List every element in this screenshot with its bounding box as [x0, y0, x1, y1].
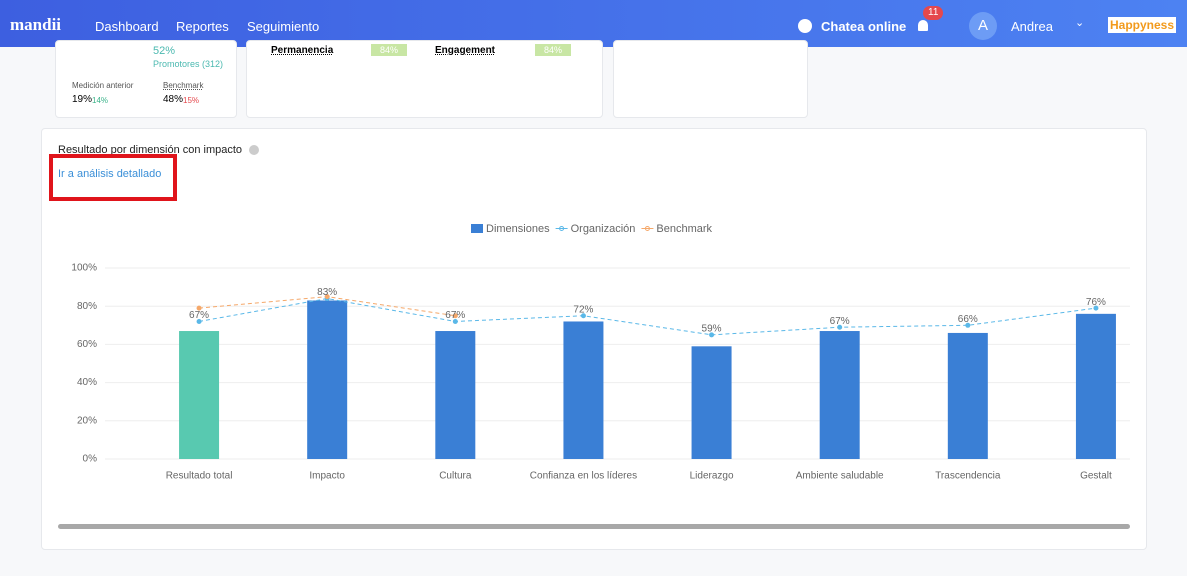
- x-tick-label: Confianza en los líderes: [530, 471, 637, 482]
- chat-icon: [798, 19, 812, 33]
- legend-label: Organización: [571, 223, 636, 235]
- legend-label: Dimensiones: [486, 223, 550, 235]
- promoters: Promotores (312): [153, 59, 224, 69]
- point: [196, 318, 202, 324]
- benchmark-value: 48%: [163, 94, 184, 105]
- previous-value: 19%: [72, 94, 93, 105]
- legend-swatch: [471, 224, 483, 233]
- legend-swatch: [559, 226, 565, 231]
- data-label: 76%: [1086, 297, 1106, 308]
- x-tick-label: Impacto: [309, 471, 345, 482]
- detail-link[interactable]: Ir a análisis detallado: [58, 168, 162, 180]
- legend-swatch: [644, 226, 650, 231]
- bar: [307, 300, 348, 459]
- avatar[interactable]: A: [969, 12, 997, 40]
- y-tick-label: 40%: [77, 377, 97, 388]
- chat-button[interactable]: Chatea online: [821, 19, 907, 34]
- metric-name: Permanencia: [271, 45, 334, 56]
- dropdown-caret[interactable]: ⌄: [1075, 17, 1085, 29]
- point: [580, 313, 586, 319]
- point: [837, 324, 843, 330]
- logo[interactable]: mandii: [10, 15, 62, 34]
- legend-label: Benchmark: [656, 223, 712, 235]
- user-name[interactable]: Andrea: [1011, 19, 1053, 34]
- point: [196, 305, 202, 311]
- help-icon[interactable]: [249, 145, 259, 155]
- bar: [563, 321, 604, 459]
- metric-value: 84%: [535, 44, 572, 56]
- previous-delta: 14%: [92, 96, 109, 105]
- x-tick-label: Liderazgo: [690, 471, 734, 482]
- bar: [819, 331, 860, 459]
- data-label: 59%: [702, 323, 722, 334]
- x-tick-label: Trascendencia: [935, 471, 1001, 482]
- x-tick-label: Resultado total: [166, 471, 233, 482]
- data-label: 83%: [317, 287, 337, 298]
- benchmark-delta: 15%: [183, 96, 200, 105]
- point: [1093, 305, 1099, 311]
- point: [452, 318, 458, 324]
- notification-badge: 11: [923, 6, 944, 20]
- point: [965, 322, 971, 328]
- y-tick-label: 20%: [77, 415, 97, 426]
- data-label: 72%: [573, 304, 593, 315]
- point: [709, 332, 715, 338]
- data-label: 66%: [958, 314, 978, 325]
- nav-link[interactable]: Reportes: [176, 19, 229, 34]
- data-label: 67%: [445, 310, 465, 321]
- metric-name: Engagement: [435, 45, 496, 56]
- x-tick-label: Cultura: [439, 471, 472, 482]
- previous-label: Medición anterior: [72, 81, 134, 90]
- bell-icon[interactable]: [918, 20, 928, 31]
- card: [613, 40, 808, 118]
- navbar: mandii Dashboard Reportes Seguimiento Ch…: [0, 0, 1187, 47]
- promoters-pct: 52%: [153, 45, 176, 57]
- point: [324, 294, 330, 300]
- nav-link[interactable]: Seguimiento: [247, 19, 320, 34]
- x-tick-label: Gestalt: [1080, 471, 1112, 482]
- metric-value: 84%: [371, 44, 408, 56]
- bar: [1075, 313, 1116, 459]
- y-tick-label: 80%: [77, 301, 97, 312]
- section-title: Resultado por dimensión con impacto: [58, 144, 243, 156]
- bar: [947, 332, 988, 459]
- data-label: 67%: [830, 316, 850, 327]
- metrics-card: Permanencia 84% Engagement 84%: [246, 40, 603, 118]
- data-label: 67%: [189, 310, 209, 321]
- y-tick-label: 0%: [83, 454, 98, 465]
- highlight-box: [49, 154, 177, 201]
- promoter-card: 52% Promotores (312) Medición anterior B…: [55, 40, 237, 118]
- nav-link[interactable]: Dashboard: [95, 19, 159, 34]
- point: [452, 313, 458, 319]
- benchmark-label: Benchmark: [163, 81, 204, 90]
- bar: [435, 331, 476, 459]
- bar: [691, 346, 732, 459]
- y-tick-label: 60%: [77, 339, 97, 350]
- scrollbar[interactable]: [58, 524, 1130, 529]
- brand: Happyness: [1108, 17, 1177, 33]
- bar: [179, 331, 220, 459]
- x-tick-label: Ambiente saludable: [796, 471, 884, 482]
- y-tick-label: 100%: [71, 263, 97, 274]
